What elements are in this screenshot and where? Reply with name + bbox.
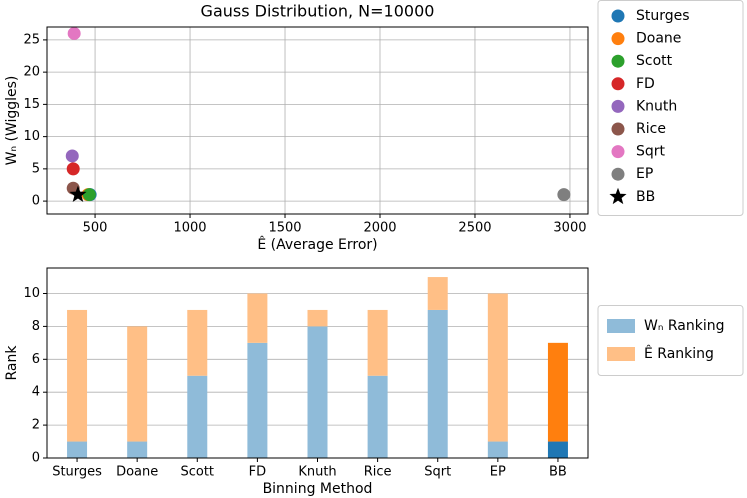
legend-label: Sqrt (636, 144, 666, 160)
point (67, 26, 81, 40)
bar (367, 375, 388, 458)
y-tick-label: 10 (23, 129, 40, 144)
bar (187, 309, 208, 376)
y-tick-label: 8 (32, 319, 40, 334)
y-tick-label: 2 (32, 418, 40, 433)
point (69, 185, 87, 202)
legend-swatch (607, 319, 635, 333)
legend-marker (611, 77, 625, 91)
x-tick-label: Scott (180, 465, 214, 480)
legend-label: FD (636, 76, 655, 92)
x-tick-label: EP (490, 465, 506, 480)
legend-marker (611, 145, 625, 159)
bar (427, 309, 448, 458)
y-tick-label: 5 (32, 161, 40, 176)
legend-marker (611, 122, 625, 136)
legend-swatch (607, 347, 635, 361)
y-tick-label: 0 (32, 194, 40, 209)
legend-label: Knuth (636, 98, 677, 114)
x-tick-label: Sqrt (424, 465, 451, 480)
bar (127, 441, 148, 458)
y-tick-label: 25 (23, 32, 40, 47)
x-tick-label: FD (249, 465, 267, 480)
point (82, 188, 96, 202)
y-tick-label: 15 (23, 97, 40, 112)
y-tick-label: 4 (32, 385, 40, 400)
chart-title: Gauss Distribution, N=10000 (201, 2, 435, 21)
bar (67, 309, 88, 442)
bar (547, 441, 568, 458)
x-tick-label: Sturges (52, 465, 102, 480)
x-tick-label: 1000 (173, 221, 206, 236)
bar (247, 293, 268, 343)
y-axis-label: Rank (4, 345, 20, 381)
legend-marker (611, 99, 625, 113)
legend-marker (611, 9, 625, 23)
y-tick-label: 10 (23, 286, 40, 301)
bar (307, 309, 328, 327)
y-tick-label: 6 (32, 352, 40, 367)
x-tick-label: BB (549, 465, 567, 480)
legend-marker (611, 167, 625, 181)
bar (547, 342, 568, 442)
x-tick-label: 2500 (458, 221, 491, 236)
x-tick-label: 500 (83, 221, 108, 236)
legend-label: BB (636, 189, 655, 205)
legend-box (597, 305, 744, 376)
bar (367, 309, 388, 376)
x-tick-label: Knuth (298, 465, 336, 480)
point (557, 188, 571, 202)
legend-label: Doane (636, 31, 681, 47)
bar (247, 342, 268, 458)
y-tick-label: 20 (23, 65, 40, 80)
y-tick-label: 0 (32, 451, 40, 466)
legend-marker (611, 54, 625, 68)
x-tick-label: Rice (364, 465, 392, 480)
bar (487, 441, 508, 458)
legend-box (597, 0, 744, 216)
x-tick-label: Doane (116, 465, 158, 480)
y-axis-label: Wₙ (Wiggles) (4, 76, 20, 166)
x-axis-label: Binning Method (263, 481, 373, 497)
x-axis-label: Ê (Average Error) (257, 235, 377, 253)
legend-label: EP (636, 166, 653, 182)
legend-label: Ê Ranking (644, 344, 714, 362)
legend-marker (609, 187, 627, 205)
bar (487, 293, 508, 442)
x-tick-label: 1500 (268, 221, 301, 236)
bar (307, 326, 328, 458)
legend-label: Wₙ Ranking (644, 318, 725, 334)
point (66, 162, 80, 176)
legend-label: Rice (636, 121, 666, 137)
legend-label: Sturges (636, 8, 690, 24)
plot-frame (46, 267, 589, 459)
legend-marker (611, 32, 625, 46)
plot-frame (46, 26, 589, 215)
bar (67, 441, 88, 458)
x-tick-label: 2000 (363, 221, 396, 236)
bar (187, 375, 208, 458)
x-tick-label: 3000 (553, 221, 586, 236)
bar (427, 277, 448, 310)
point (65, 149, 79, 163)
bar (127, 326, 148, 442)
legend-label: Scott (636, 53, 673, 69)
